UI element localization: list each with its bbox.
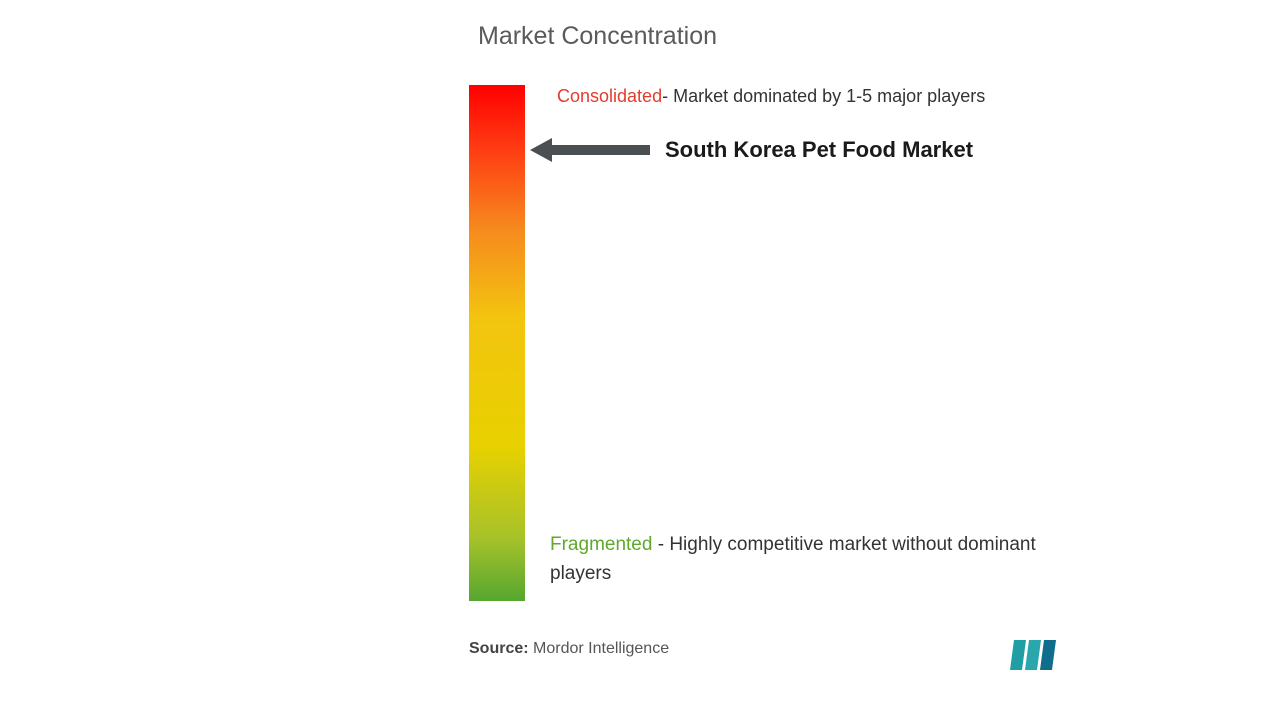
arrow-left-icon [530,136,650,164]
consolidated-label: Consolidated- Market dominated by 1-5 ma… [557,86,985,107]
concentration-gradient-bar [469,85,525,601]
fragmented-label: Fragmented - Highly competitive market w… [550,530,1060,589]
source-attribution: Source: Mordor Intelligence [469,640,669,658]
consolidated-description: - Market dominated by 1-5 major players [662,86,985,106]
brand-logo-icon [1010,640,1060,670]
market-position-marker: South Korea Pet Food Market [530,136,973,164]
market-name-label: South Korea Pet Food Market [665,137,973,163]
source-label: Source: [469,640,529,657]
chart-title: Market Concentration [478,22,717,51]
fragmented-highlight: Fragmented [550,534,652,555]
consolidated-highlight: Consolidated [557,86,662,106]
source-value: Mordor Intelligence [533,640,669,657]
